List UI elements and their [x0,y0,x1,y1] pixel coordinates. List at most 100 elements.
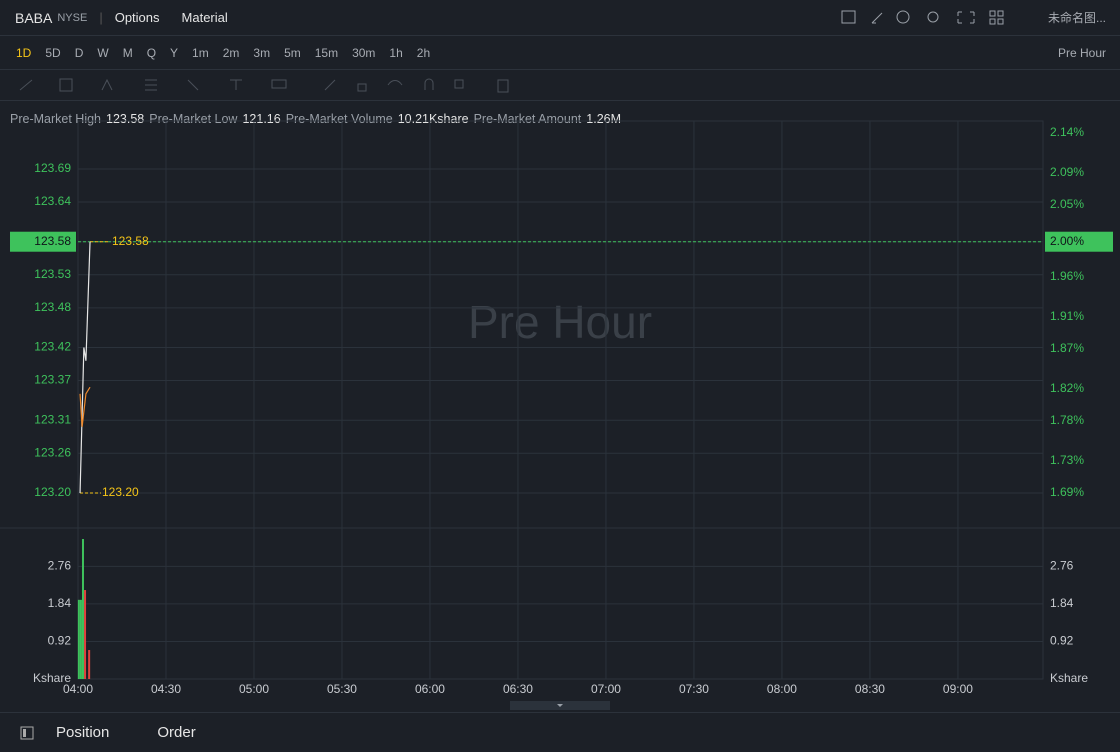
icon[interactable] [997,10,1004,16]
timeframe[interactable]: M [122,46,133,60]
volume-tick-label: 0.92 [48,634,72,648]
y-tick-label: 123.20 [34,485,71,499]
volume-bar [79,599,82,679]
stat-value: 123.58 [106,112,145,126]
divider: | [99,10,103,25]
timeframe[interactable]: Q [146,46,157,60]
y2-tick-label: 1.91% [1050,309,1084,323]
stat-label: Pre-Market Amount [473,112,582,126]
tab[interactable]: Position [56,724,110,741]
tab[interactable]: Order [157,724,196,741]
material-button[interactable]: Material [181,10,228,25]
exchange: NYSE [57,11,88,24]
y2-tick-label: 1.78% [1050,413,1084,427]
top-bar: BABA NYSE | Options Material 未命名图... [0,0,1120,36]
y-tick-label: 123.53 [34,267,71,281]
timeframe[interactable]: 2h [416,46,431,60]
icon[interactable] [871,12,883,23]
timeframe-bar: 1D 5D D W M Q Y 1m 2m 3m 5m 15m 30m 1h 2h Pre Hour [0,37,1120,70]
icon[interactable] [957,11,975,23]
layout-name[interactable]: 未命名图... [1047,11,1106,25]
icon[interactable] [997,18,1004,24]
x-tick-label: 06:00 [415,682,445,696]
icon[interactable] [19,78,509,93]
y-tick-label: 123.69 [34,161,71,175]
timeframe[interactable]: 2m [222,46,240,60]
stat-value: 121.16 [242,112,281,126]
timeframe[interactable]: 15m [314,46,339,60]
x-tick-label: 05:30 [327,682,357,696]
timeframe[interactable]: 30m [352,46,376,60]
y2-tick-label: 1.73% [1050,453,1084,467]
volume-bar [84,590,87,679]
volume-bar [81,539,84,679]
x-tick-label: 07:30 [679,682,709,696]
y-tick-label: 123.37 [34,373,71,387]
x-tick-label: 04:30 [151,682,181,696]
x-tick-label: 09:00 [943,682,973,696]
volume-tick-label-right: 1.84 [1050,596,1074,610]
timeframe[interactable]: W [97,46,109,60]
timeframe[interactable]: 5m [284,46,301,60]
y2-tick-label: 2.05% [1050,197,1084,211]
price-line [79,241,91,493]
pane-handle-arrow [557,704,563,707]
y-tick-label: 123.42 [34,340,71,354]
y2-tick-label: 2.09% [1050,165,1084,179]
bottom-panel: Position Order [0,712,1120,752]
y-tick-label: 123.64 [34,194,71,208]
y2-tick-label: 1.82% [1050,381,1084,395]
plot-frame [77,120,1044,680]
y2-tick-label: 1.87% [1050,341,1084,355]
volume-unit: Kshare [33,671,71,685]
tool-icons [19,78,509,93]
x-tick-label: 07:00 [591,682,621,696]
last-price-box [10,231,76,252]
icon[interactable] [989,10,996,16]
timeframe[interactable]: 1h [389,46,403,60]
icon[interactable] [989,18,996,24]
timeframe[interactable]: 5D [45,46,61,60]
y-tick-label: 123.31 [34,412,71,426]
stat-value: 1.26M [586,112,622,126]
panel-icon[interactable] [20,726,34,740]
drawing-tools [0,70,1120,101]
icon[interactable] [841,10,856,23]
options-button[interactable]: Options [114,10,160,25]
volume-tick-label: 1.84 [48,596,72,610]
last-price-label: 123.58 [34,234,71,248]
volume-tick-label-right: 0.92 [1050,634,1074,648]
toolbar-icons [841,10,1004,24]
timeframe[interactable]: Y [170,46,179,60]
timeframe[interactable]: 1D [16,46,32,60]
volume-tick-label: 2.76 [48,559,72,573]
last-pct-box [1045,231,1113,252]
volume-tick-label-right: 2.76 [1050,559,1074,573]
x-tick-label: 08:00 [767,682,797,696]
timeframe[interactable]: 3m [253,46,271,60]
y-tick-label: 123.48 [34,300,71,314]
icon[interactable] [896,10,910,23]
high-label: 123.58 [112,234,149,248]
stat-label: Pre-Market Volume [285,112,393,126]
timeframe[interactable]: 1m [192,46,209,60]
session-select[interactable]: Pre Hour [1057,46,1106,60]
volume-bar [77,599,80,679]
volume-unit-right: Kshare [1050,671,1088,685]
x-tick-label: 08:30 [855,682,885,696]
timeframe[interactable]: D [74,46,84,60]
y2-tick-label: 1.69% [1050,485,1084,499]
y-tick-label: 123.26 [34,445,71,459]
stat-value: 10.21Kshare [397,112,469,126]
chart: Pre Hour 04:00 04:30 05:00 05:30 06:00 06:30 07… [0,120,1120,710]
stat-label: Pre-Market Low [149,112,238,126]
low-label: 123.20 [102,485,139,499]
y2-tick-label: 2.14% [1050,125,1084,139]
icon[interactable] [927,11,939,22]
last-pct-label: 2.00% [1050,234,1084,248]
stats-row: Pre-Market High 123.58 Pre-Market Low 121.1… [10,112,626,126]
x-tick-label: 04:00 [63,682,93,696]
x-tick-label: 06:30 [503,682,533,696]
watermark: Pre Hour [468,296,652,348]
